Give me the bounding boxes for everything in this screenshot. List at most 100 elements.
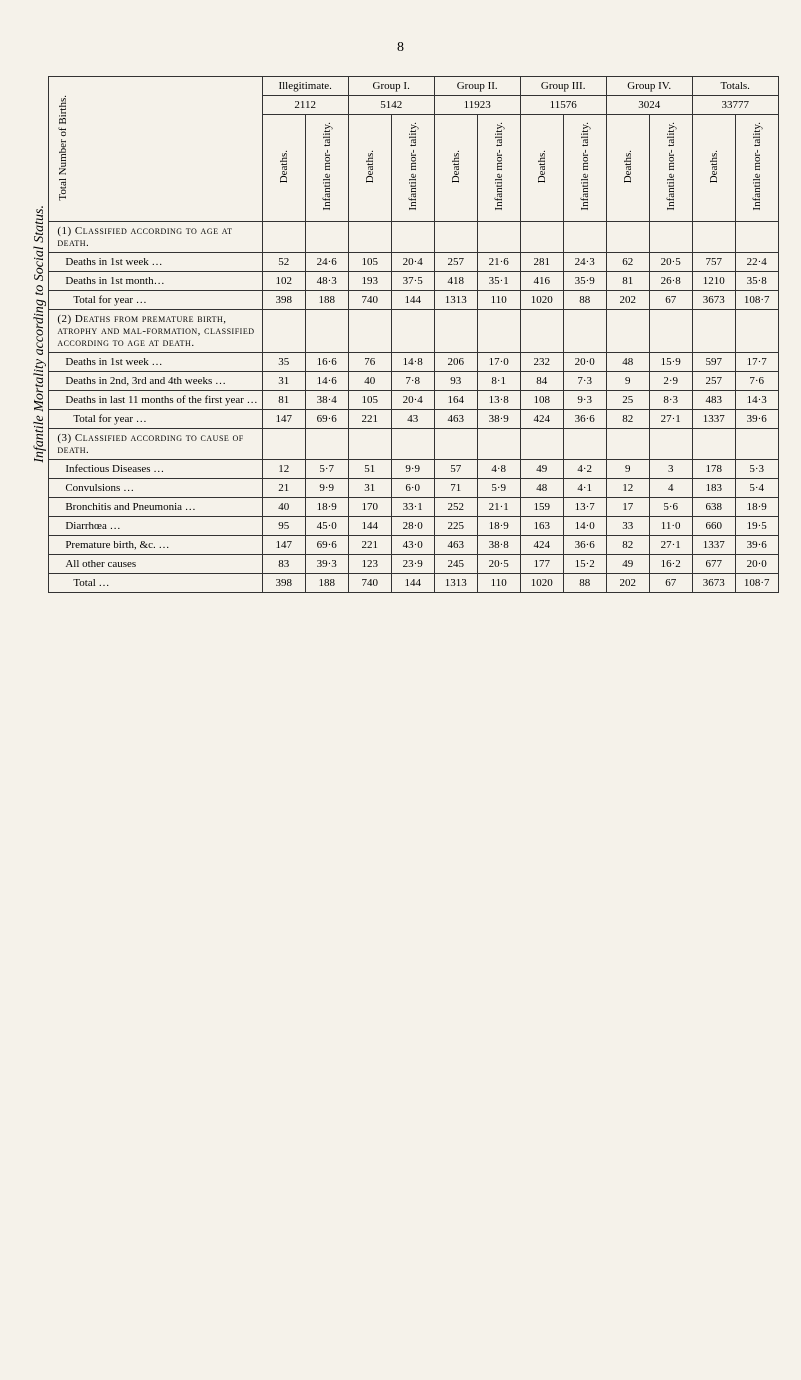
row-label: Infectious Diseases … [49,459,262,478]
table-cell [391,428,434,459]
table-cell [563,428,606,459]
table-cell: 20·5 [649,252,692,271]
table-cell: 24·3 [563,252,606,271]
table-cell [692,309,735,352]
subcol-deaths-0: Deaths. [262,115,305,222]
table-cell: 108·7 [735,573,778,592]
table-row: Diarrhœa …9545·014428·022518·916314·0331… [49,516,778,535]
table-cell: 84 [520,371,563,390]
row-label: Convulsions … [49,478,262,497]
table-cell: 178 [692,459,735,478]
table-cell: 81 [262,390,305,409]
table-cell [391,309,434,352]
table-cell: 13·7 [563,497,606,516]
table-cell: 27·1 [649,535,692,554]
table-cell: 144 [391,573,434,592]
table-cell: 13·8 [477,390,520,409]
page-number: 8 [397,40,404,56]
table-cell: 21·6 [477,252,520,271]
table-cell: 20·5 [477,554,520,573]
subcol-mort-2: Infantile mor- tality. [477,115,520,222]
table-cell: 20·0 [563,352,606,371]
table-cell: 398 [262,573,305,592]
table-cell [348,309,391,352]
table-cell: 9 [606,371,649,390]
row-label: Deaths in last 11 months of the first ye… [49,390,262,409]
table-cell: 62 [606,252,649,271]
table-cell [649,428,692,459]
table-cell: 35·1 [477,271,520,290]
table-cell: 1313 [434,573,477,592]
table-cell: 69·6 [305,409,348,428]
group-count-3: 11576 [520,96,606,115]
table-cell: 17 [606,497,649,516]
table-cell [391,221,434,252]
table-cell: 7·8 [391,371,434,390]
table-cell [348,428,391,459]
table-cell [305,428,348,459]
table-cell: 14·6 [305,371,348,390]
table-body: (1) Classified according to age at death… [49,221,778,592]
table-cell: 43·0 [391,535,434,554]
table-cell: 49 [606,554,649,573]
table-cell: 33 [606,516,649,535]
table-cell: 3 [649,459,692,478]
subcol-deaths-5: Deaths. [692,115,735,222]
table-cell: 67 [649,290,692,309]
table-cell: 23·9 [391,554,434,573]
table-cell: 22·4 [735,252,778,271]
table-cell: 82 [606,535,649,554]
table-row: Deaths in last 11 months of the first ye… [49,390,778,409]
group-header-0: Illegitimate. [262,77,348,96]
table-cell: 49 [520,459,563,478]
table-cell: 83 [262,554,305,573]
table-cell: 48 [606,352,649,371]
table-cell: 463 [434,535,477,554]
table-cell: 7·3 [563,371,606,390]
subcol-mort-5: Infantile mor- tality. [735,115,778,222]
row-label: All other causes [49,554,262,573]
table-cell: 8·3 [649,390,692,409]
table-cell: 206 [434,352,477,371]
table-cell: 177 [520,554,563,573]
table-cell: 38·4 [305,390,348,409]
table-cell [520,428,563,459]
table-cell: 163 [520,516,563,535]
table-cell: 26·8 [649,271,692,290]
table-cell: 424 [520,535,563,554]
table-cell [520,221,563,252]
table-cell: 38·8 [477,535,520,554]
table-cell: 105 [348,252,391,271]
table-cell: 82 [606,409,649,428]
table-cell: 221 [348,535,391,554]
table-cell: 188 [305,573,348,592]
group-count-2: 11923 [434,96,520,115]
row-label: Total … [49,573,262,592]
table-cell: 416 [520,271,563,290]
table-cell: 4·2 [563,459,606,478]
group-count-4: 3024 [606,96,692,115]
table-cell: 52 [262,252,305,271]
table-row: (2) Deaths from premature birth, atrophy… [49,309,778,352]
table-cell: 21·1 [477,497,520,516]
subcol-mort-3: Infantile mor- tality. [563,115,606,222]
table-cell: 170 [348,497,391,516]
subcol-deaths-4: Deaths. [606,115,649,222]
table-row: Infectious Diseases …125·7519·9574·8494·… [49,459,778,478]
table-cell: 31 [348,478,391,497]
table-cell [735,428,778,459]
table-cell [434,309,477,352]
table-cell: 110 [477,290,520,309]
subcol-mort-4: Infantile mor- tality. [649,115,692,222]
row-label: Deaths in 1st week … [49,352,262,371]
table-cell: 221 [348,409,391,428]
table-cell [692,221,735,252]
table-cell: 3673 [692,573,735,592]
table-row: (1) Classified according to age at death… [49,221,778,252]
table-cell: 95 [262,516,305,535]
table-cell: 418 [434,271,477,290]
table-cell: 638 [692,497,735,516]
table-cell: 48 [520,478,563,497]
row-label: Diarrhœa … [49,516,262,535]
table-cell: 660 [692,516,735,535]
